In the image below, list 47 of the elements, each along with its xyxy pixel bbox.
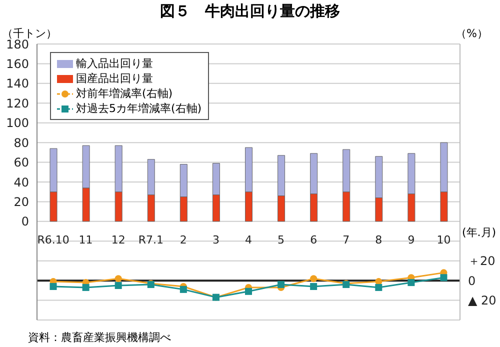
legend-label: 輸入品出回り量 — [76, 56, 153, 71]
x-tick-label: R7.1 — [138, 233, 164, 246]
x-tick-label: 6 — [310, 233, 318, 246]
y-tick-label: 160 — [6, 56, 29, 71]
x-tick-label: 8 — [375, 233, 382, 246]
y2-axis-title: （%） — [456, 26, 488, 41]
y2-tick-label: ＋20 — [468, 254, 496, 268]
x-tick-label: 12 — [111, 233, 126, 246]
y-tick-label: 180 — [6, 37, 29, 52]
x-tick-label: 7 — [342, 233, 350, 246]
point — [114, 282, 122, 289]
x-tick-label: 4 — [245, 233, 252, 246]
y-tick-label: 20 — [14, 194, 29, 209]
x-tick-label: 9 — [408, 233, 415, 246]
point — [440, 274, 448, 282]
chart-title: 図５ 牛肉出回り量の推移 — [159, 2, 341, 21]
y-tick-label: 120 — [6, 96, 29, 110]
legend-label: 国産品出回り量 — [76, 71, 153, 86]
text: 資料：農畜産業振興機構調べ — [28, 330, 171, 345]
y-tick-label: 60 — [14, 156, 29, 170]
y-tick-label: 140 — [6, 76, 29, 91]
x-tick-label: 2 — [180, 233, 187, 246]
y-axis-title: （千トン） — [2, 26, 57, 40]
x-tick-label: 5 — [278, 233, 285, 246]
x-tick-label: 10 — [436, 233, 451, 246]
x-tick-label: 11 — [78, 233, 93, 246]
y-tick-label: 0 — [21, 214, 29, 229]
y-tick-label: 100 — [6, 116, 29, 130]
x-tick-label: 3 — [212, 233, 220, 246]
point — [50, 282, 57, 290]
point — [82, 284, 90, 291]
point — [408, 279, 415, 286]
point — [278, 281, 285, 288]
x-axis-title: (年.月) — [462, 225, 496, 240]
point — [180, 286, 187, 293]
point — [310, 275, 318, 282]
point — [375, 284, 382, 291]
x-tick-label: R6.10 — [37, 233, 70, 246]
point — [114, 275, 122, 282]
legend-label: 対過去5カ年増減率(右軸) — [76, 101, 202, 116]
y-tick-label: 80 — [14, 136, 29, 150]
point — [310, 282, 318, 290]
y-tick-label: 40 — [14, 175, 29, 190]
y2-tick-label: ▲ 20 — [468, 294, 496, 308]
y2-tick-label: 0 — [468, 274, 476, 288]
point — [245, 288, 252, 295]
legend-label: 対前年増減率(右軸) — [76, 86, 173, 101]
